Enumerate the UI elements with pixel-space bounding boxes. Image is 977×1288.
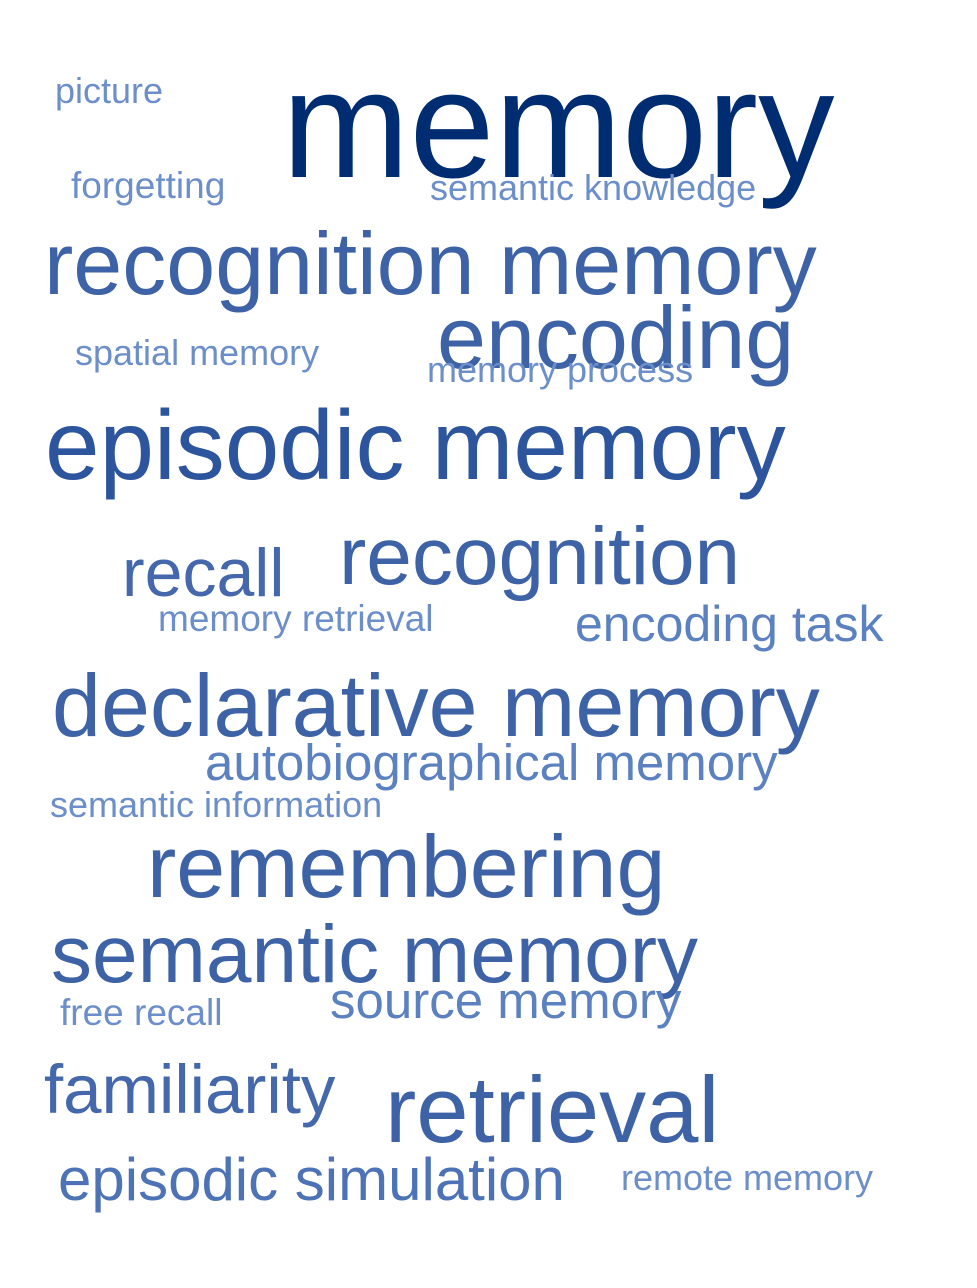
- word-picture: picture: [55, 70, 164, 111]
- word-memory: memory: [282, 39, 835, 210]
- word-recognition-memory: recognition memory: [44, 214, 817, 313]
- word-encoding-task: encoding task: [575, 596, 884, 652]
- word-retrieval: retrieval: [385, 1057, 720, 1162]
- word-remote-memory: remote memory: [621, 1157, 874, 1198]
- word-episodic-simulation: episodic simulation: [58, 1146, 565, 1213]
- word-encoding: encoding: [437, 288, 795, 387]
- word-declarative-memory: declarative memory: [52, 656, 820, 755]
- word-source-memory: source memory: [330, 972, 682, 1029]
- word-spatial-memory: spatial memory: [75, 332, 320, 373]
- word-free-recall: free recall: [60, 992, 223, 1033]
- word-remembering: remembering: [147, 817, 666, 916]
- word-memory-process: memory process: [427, 349, 694, 390]
- word-recall: recall: [122, 535, 285, 611]
- word-forgetting: forgetting: [71, 165, 226, 206]
- word-memory-retrieval: memory retrieval: [158, 598, 434, 639]
- word-semantic-knowledge: semantic knowledge: [430, 167, 757, 208]
- word-episodic-memory: episodic memory: [45, 390, 786, 500]
- word-familiarity: familiarity: [44, 1051, 336, 1128]
- word-semantic-information: semantic information: [50, 784, 383, 825]
- word-recognition: recognition: [339, 511, 741, 602]
- word-autobiographical-memory: autobiographical memory: [205, 734, 778, 791]
- word-semantic-memory: semantic memory: [51, 909, 699, 1000]
